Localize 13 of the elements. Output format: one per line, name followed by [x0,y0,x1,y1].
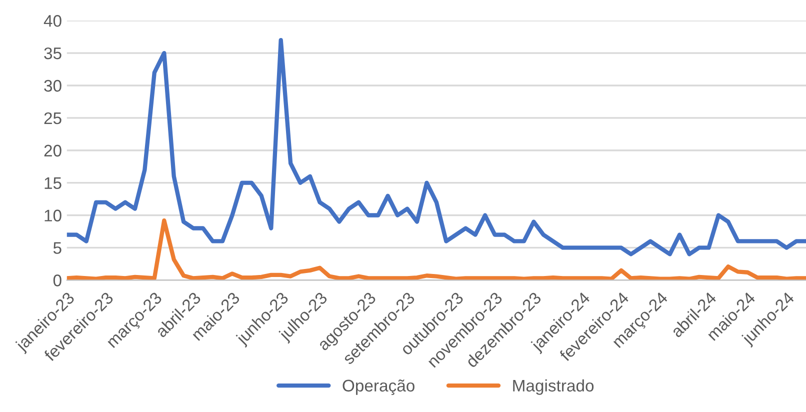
y-tick-label: 35 [44,47,62,60]
legend-label: Operação [342,379,414,395]
line-series [66,218,806,280]
y-tick-label: 40 [44,15,62,27]
y-tick-label: 15 [44,177,62,190]
y-tick-label: 30 [44,80,62,92]
y-tick-label: 10 [44,210,62,222]
y-tick-label: 5 [53,242,62,254]
y-tick-label: 20 [44,144,62,157]
y-tick-label: 0 [53,274,62,286]
line-series [66,38,806,256]
y-tick-label: 25 [44,112,62,124]
legend-label: Magistrado [513,379,594,395]
